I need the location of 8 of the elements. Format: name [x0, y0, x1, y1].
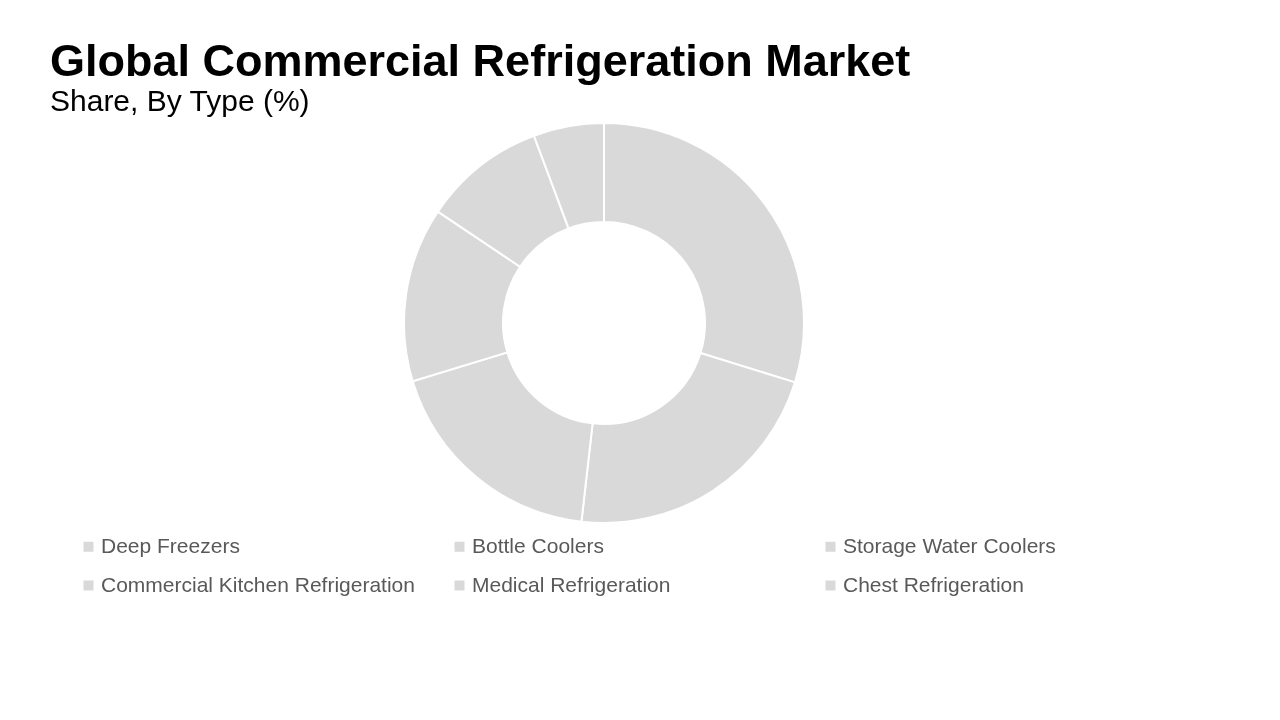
legend-label: Chest Refrigeration: [843, 572, 1024, 596]
legend-label: Commercial Kitchen Refrigeration: [101, 572, 415, 596]
legend-label: Storage Water Coolers: [843, 533, 1056, 557]
legend-label: Bottle Coolers: [472, 533, 604, 557]
chart-title: Global Commercial Refrigeration Market: [50, 35, 911, 86]
legend-label: Medical Refrigeration: [472, 572, 671, 596]
chart-subtitle: Share, By Type (%): [50, 84, 310, 117]
legend-label: Deep Freezers: [101, 533, 240, 557]
